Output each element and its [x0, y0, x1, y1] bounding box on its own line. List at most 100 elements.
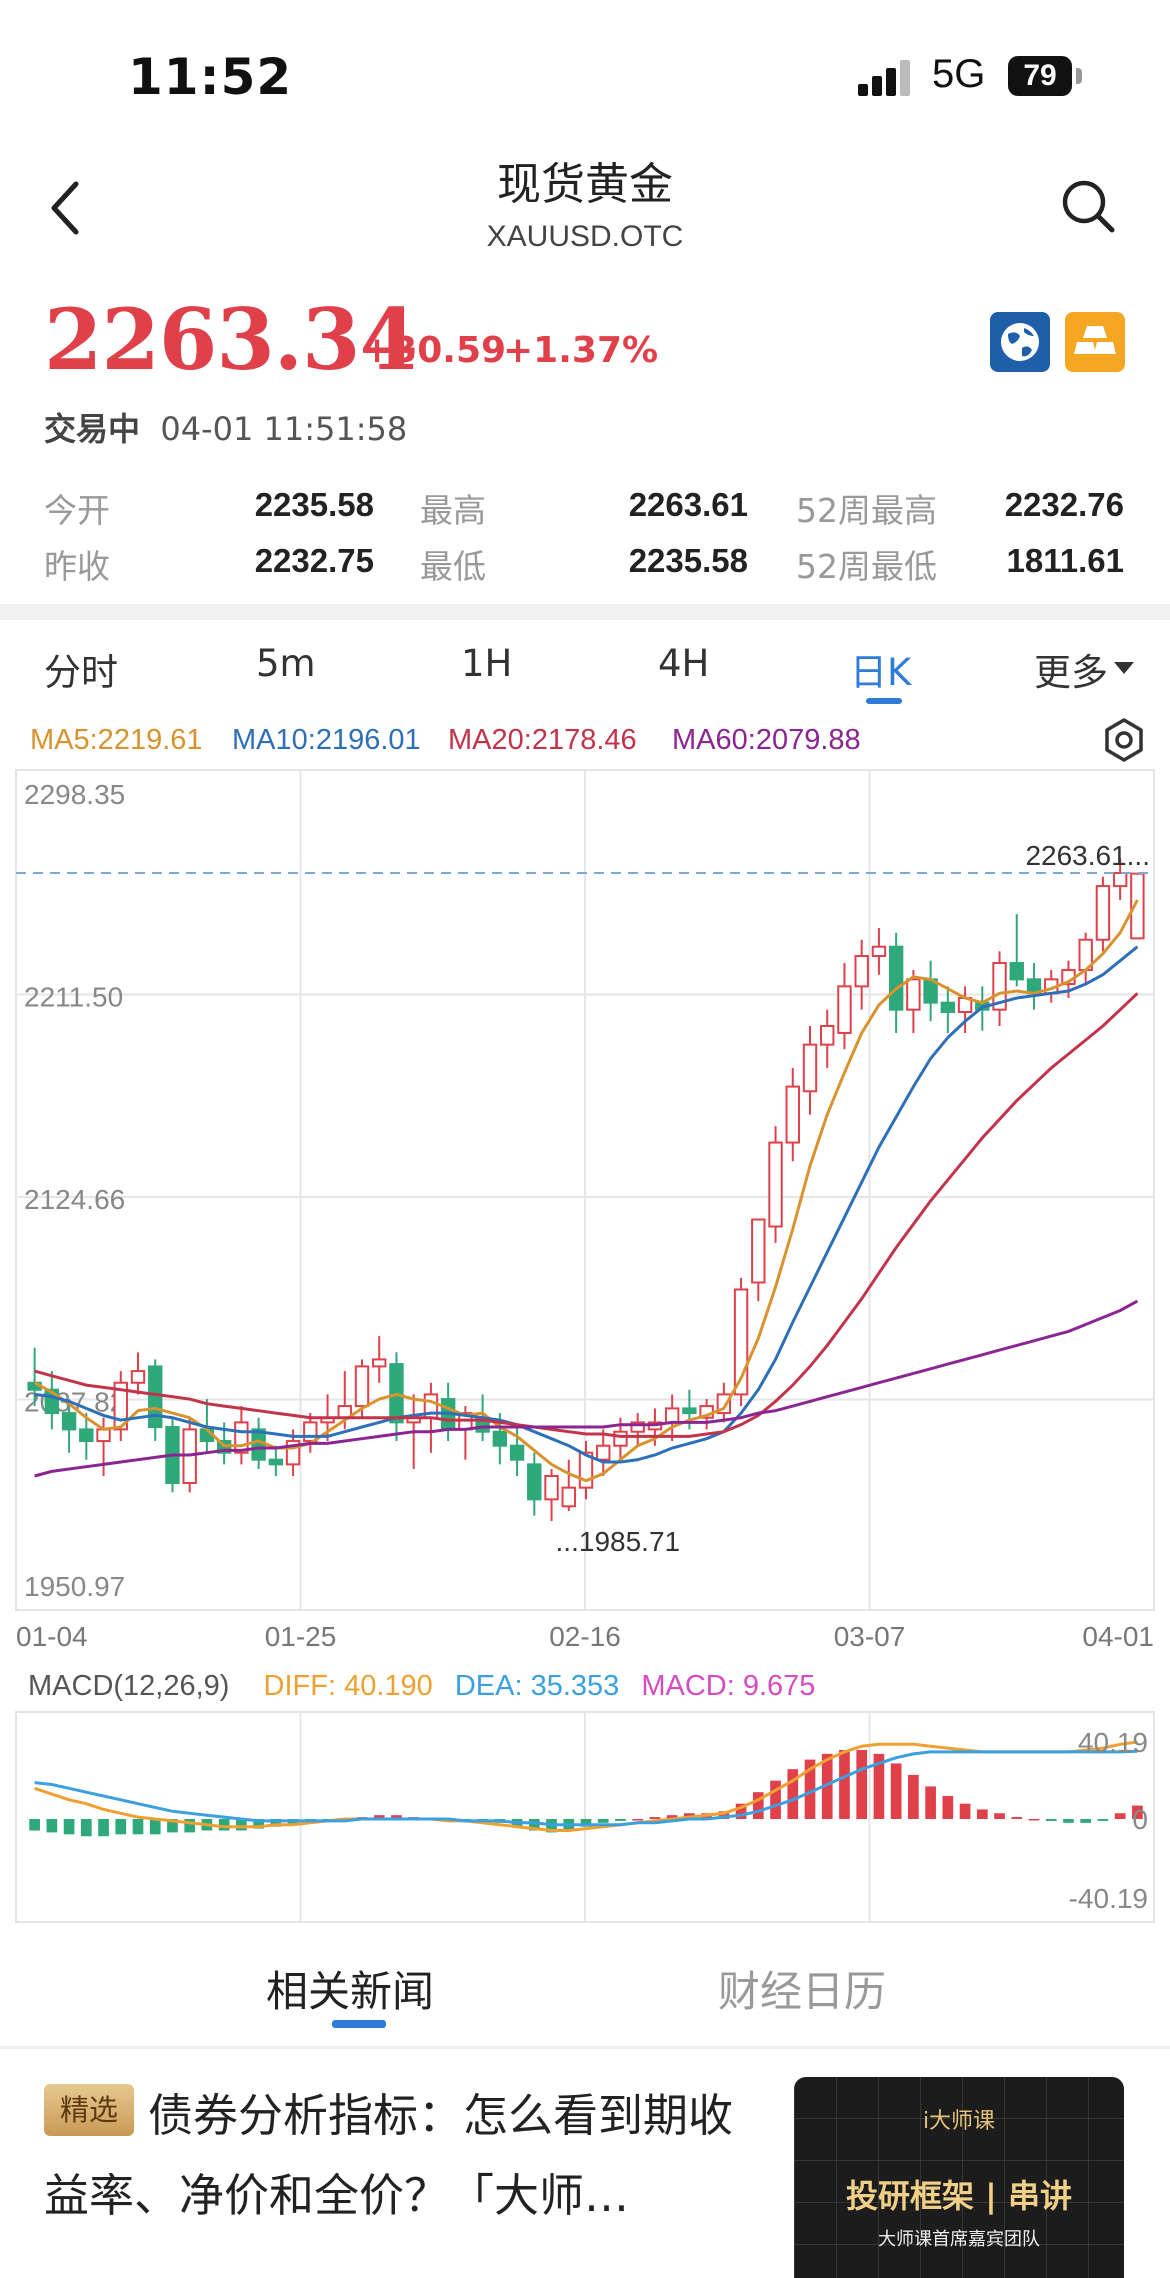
- back-icon[interactable]: [42, 178, 92, 238]
- macd-bar-positive: [890, 1763, 902, 1819]
- x-axis-tick-label: 03-07: [834, 1621, 906, 1652]
- candle-up: [664, 1407, 680, 1424]
- candle-up: [561, 1486, 576, 1508]
- stat-52w-high-value: 2232.76: [1004, 486, 1124, 523]
- tab-intraday[interactable]: 分时: [44, 651, 118, 694]
- macd-bar-positive: [856, 1750, 868, 1819]
- macd-bar-negative: [167, 1819, 178, 1833]
- news-thumbnail[interactable]: i大师课 投研框架 | 串讲 大师课首席嘉宾团队: [794, 2077, 1124, 2278]
- tab-finance-calendar[interactable]: 财经日历: [718, 1967, 887, 2016]
- macd-bar-negative: [115, 1819, 127, 1835]
- active-tab-indicator: [866, 698, 902, 704]
- macd-bar-negative: [253, 1819, 264, 1829]
- macd-bar-positive: [959, 1803, 971, 1819]
- candle-up: [1112, 872, 1128, 888]
- candle-down: [79, 1428, 94, 1443]
- tab-more[interactable]: 更多: [1034, 651, 1108, 694]
- candle-up: [751, 1218, 766, 1284]
- candle-up: [802, 1043, 818, 1093]
- candle-up: [354, 1365, 370, 1408]
- tab-1h[interactable]: 1H: [461, 642, 513, 685]
- x-axis-tick-label: 01-04: [16, 1621, 88, 1652]
- battery-icon: 79: [1008, 56, 1072, 96]
- tab-daily-k[interactable]: 日K: [850, 651, 912, 694]
- macd-bar-negative: [29, 1819, 40, 1831]
- macd-y-tick-label: 0: [1132, 1804, 1148, 1835]
- macd-bar-negative: [149, 1819, 161, 1835]
- candle-up: [303, 1421, 318, 1443]
- stat-prev-close-value: 2232.75: [254, 542, 374, 579]
- thumbnail-heading: 投研框架 | 串讲: [846, 2177, 1072, 2215]
- candle-up: [854, 955, 869, 988]
- ma10-label: MA10:2196.01: [232, 724, 421, 756]
- macd-bar-negative: [580, 1819, 592, 1827]
- macd-y-tick-label: -40.19: [1069, 1883, 1148, 1914]
- stat-52w-low-value: 1811.61: [1006, 542, 1124, 579]
- y-axis-tick-label: 2211.50: [24, 982, 123, 1013]
- y-axis-tick-label: 2298.35: [24, 779, 125, 810]
- x-axis-tick-label: 01-25: [265, 1621, 337, 1652]
- candle-up: [372, 1358, 387, 1368]
- macd-bar-positive: [804, 1759, 816, 1819]
- news-headline[interactable]: 债券分析指标：怎么看到期收益率、净价和全价？「大师…: [44, 2089, 734, 2222]
- stat-low-value: 2235.58: [628, 542, 748, 579]
- status-time: 11:52: [128, 48, 293, 106]
- candle-down: [61, 1412, 77, 1431]
- news-divider: [0, 2046, 1170, 2049]
- candle-up: [596, 1444, 611, 1461]
- macd-bar-negative: [184, 1819, 196, 1833]
- candle-down: [148, 1365, 163, 1429]
- tab-4h[interactable]: 4H: [658, 642, 710, 685]
- stat-open-value: 2235.58: [254, 486, 374, 523]
- search-icon[interactable]: [1058, 176, 1118, 236]
- candle-up: [871, 945, 887, 958]
- ma5-label: MA5:2219.61: [30, 724, 203, 756]
- macd-chart[interactable]: 40.19 0 -40.19: [0, 1711, 1170, 1972]
- signal-icon: [858, 58, 914, 96]
- ma20-label: MA20:2178.46: [448, 724, 637, 756]
- candle-up: [992, 962, 1007, 1011]
- macd-bar-negative: [98, 1819, 109, 1837]
- page-subtitle: XAUUSD.OTC: [486, 220, 684, 253]
- macd-y-tick-label: 40.19: [1078, 1727, 1148, 1758]
- last-price: 2263.34: [44, 290, 418, 389]
- candle-down: [682, 1407, 697, 1415]
- page-title: 现货黄金: [497, 159, 673, 210]
- stat-52w-low-label: 52周最低: [796, 547, 937, 586]
- chevron-down-icon[interactable]: [1114, 662, 1134, 674]
- ma60-label: MA60:2079.88: [672, 724, 861, 756]
- candle-down: [940, 1001, 956, 1013]
- candle-up: [820, 1024, 835, 1046]
- candle-down: [527, 1463, 542, 1501]
- candle-up: [1095, 885, 1111, 941]
- settings-icon[interactable]: [1100, 716, 1148, 764]
- macd-bar-negative: [132, 1819, 144, 1835]
- tab-related-news[interactable]: 相关新闻: [266, 1967, 435, 2016]
- candle-up: [1130, 872, 1145, 940]
- macd-bar-positive: [391, 1815, 402, 1819]
- macd-bar-positive: [942, 1796, 954, 1819]
- macd-bar-negative: [270, 1819, 282, 1827]
- featured-badge: 精选: [44, 2084, 134, 2136]
- macd-bar-negative: [63, 1819, 75, 1835]
- candle-up: [630, 1421, 645, 1433]
- globe-icon[interactable]: [990, 312, 1050, 372]
- macd-value-label: MACD: 9.675: [641, 1670, 816, 1702]
- stat-high-label: 最高: [420, 491, 486, 530]
- candle-up: [234, 1421, 249, 1454]
- gold-bar-icon[interactable]: [1065, 312, 1125, 372]
- macd-bar-negative: [1063, 1819, 1074, 1823]
- candlestick-x-axis: 01-04 01-25 02-16 03-07 04-01: [16, 1621, 1154, 1652]
- quote-timestamp: 04-01 11:51:58: [160, 410, 408, 448]
- macd-bar-positive: [994, 1813, 1005, 1819]
- macd-bar-negative: [597, 1819, 609, 1823]
- ma20-line: [34, 992, 1139, 1438]
- stat-high-value: 2263.61: [628, 486, 748, 523]
- stat-prev-close-label: 昨收: [44, 547, 110, 586]
- candle-up: [130, 1370, 146, 1384]
- candle-down: [251, 1428, 266, 1461]
- macd-bar-positive: [718, 1811, 730, 1819]
- tab-5m[interactable]: 5m: [256, 642, 316, 685]
- stat-52w-high-label: 52周最高: [796, 491, 937, 530]
